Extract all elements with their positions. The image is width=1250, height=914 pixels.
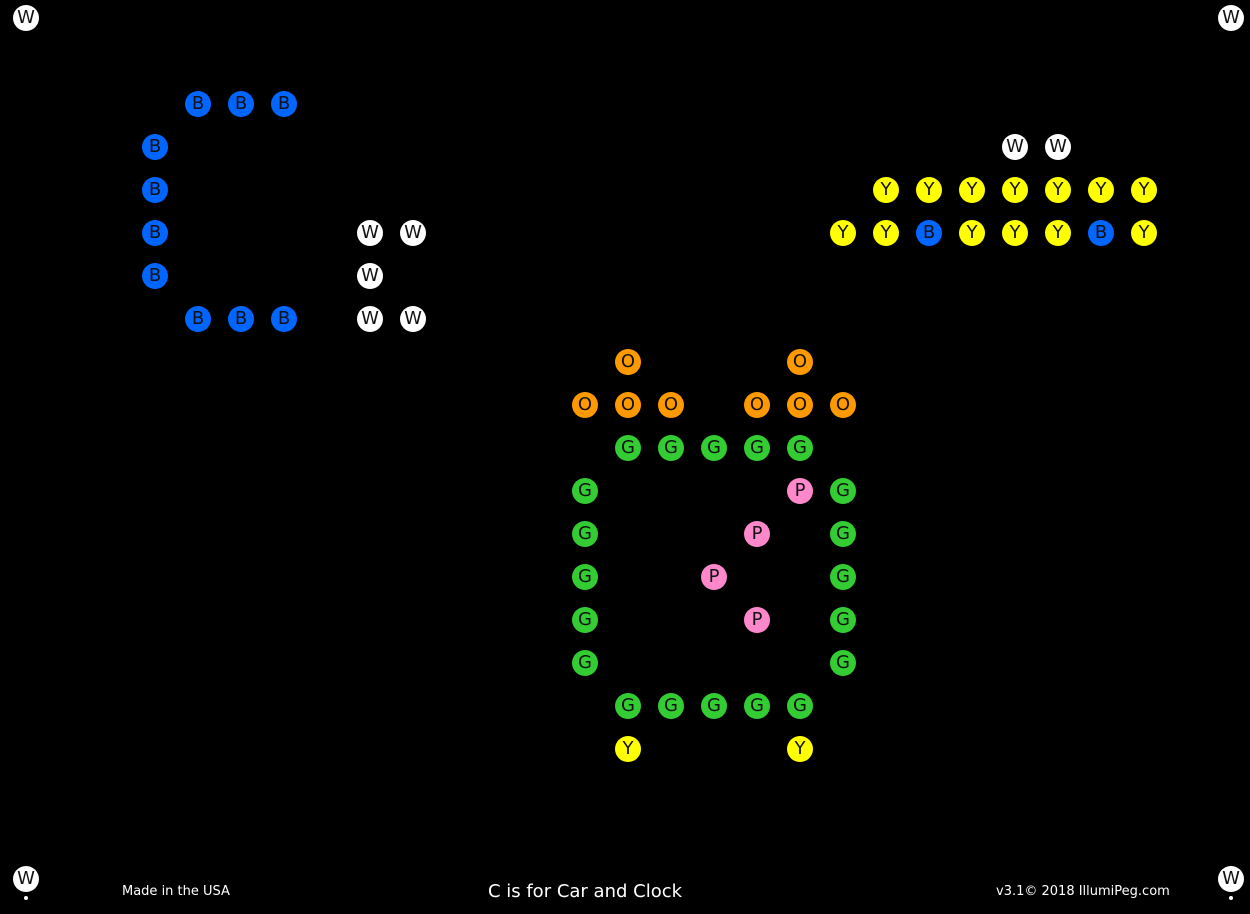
peg-b: B xyxy=(142,263,168,289)
peg-g: G xyxy=(701,435,727,461)
peg-g: G xyxy=(658,435,684,461)
peg-o: O xyxy=(744,392,770,418)
peg-y: Y xyxy=(959,220,985,246)
peg-y: Y xyxy=(1002,177,1028,203)
peg-g: G xyxy=(572,521,598,547)
peg-g: G xyxy=(787,435,813,461)
peg-y: Y xyxy=(873,177,899,203)
peg-y: Y xyxy=(787,736,813,762)
corner-peg: W xyxy=(1218,866,1244,892)
peg-g: G xyxy=(830,521,856,547)
peg-p: P xyxy=(744,521,770,547)
corner-peg: W xyxy=(1218,5,1244,31)
peg-o: O xyxy=(787,392,813,418)
peg-g: G xyxy=(744,693,770,719)
peg-b: B xyxy=(185,306,211,332)
peg-b: B xyxy=(228,91,254,117)
peg-w: W xyxy=(1002,134,1028,160)
peg-b: B xyxy=(142,134,168,160)
copyright-label: v3.1© 2018 IllumiPeg.com xyxy=(996,884,1170,899)
peg-y: Y xyxy=(1088,177,1114,203)
peg-g: G xyxy=(830,607,856,633)
peg-w: W xyxy=(400,220,426,246)
peg-g: G xyxy=(830,650,856,676)
peg-y: Y xyxy=(830,220,856,246)
peg-b: B xyxy=(228,306,254,332)
peg-b: B xyxy=(271,306,297,332)
corner-peg: W xyxy=(13,5,39,31)
made-in-label: Made in the USA xyxy=(122,884,230,899)
peg-y: Y xyxy=(1131,220,1157,246)
mount-hole xyxy=(1229,896,1233,900)
peg-g: G xyxy=(572,650,598,676)
peg-g: G xyxy=(572,478,598,504)
peg-w: W xyxy=(357,220,383,246)
peg-g: G xyxy=(744,435,770,461)
peg-g: G xyxy=(830,564,856,590)
peg-y: Y xyxy=(959,177,985,203)
corner-peg: W xyxy=(13,866,39,892)
peg-b: B xyxy=(142,220,168,246)
peg-o: O xyxy=(615,392,641,418)
peg-o: O xyxy=(830,392,856,418)
peg-o: O xyxy=(615,349,641,375)
peg-g: G xyxy=(572,564,598,590)
peg-b: B xyxy=(271,91,297,117)
peg-y: Y xyxy=(615,736,641,762)
peg-y: Y xyxy=(873,220,899,246)
peg-w: W xyxy=(357,306,383,332)
peg-o: O xyxy=(572,392,598,418)
peg-b: B xyxy=(916,220,942,246)
mount-hole xyxy=(24,896,28,900)
peg-p: P xyxy=(701,564,727,590)
peg-g: G xyxy=(615,693,641,719)
peg-w: W xyxy=(1045,134,1071,160)
peg-g: G xyxy=(787,693,813,719)
peg-b: B xyxy=(185,91,211,117)
peg-g: G xyxy=(615,435,641,461)
peg-y: Y xyxy=(1045,220,1071,246)
peg-y: Y xyxy=(916,177,942,203)
peg-y: Y xyxy=(1131,177,1157,203)
peg-o: O xyxy=(787,349,813,375)
peg-g: G xyxy=(658,693,684,719)
peg-b: B xyxy=(142,177,168,203)
peg-o: O xyxy=(658,392,684,418)
peg-b: B xyxy=(1088,220,1114,246)
peg-y: Y xyxy=(1045,177,1071,203)
peg-g: G xyxy=(572,607,598,633)
peg-g: G xyxy=(830,478,856,504)
pattern-title: C is for Car and Clock xyxy=(487,881,683,902)
peg-w: W xyxy=(400,306,426,332)
peg-y: Y xyxy=(1002,220,1028,246)
peg-w: W xyxy=(357,263,383,289)
peg-g: G xyxy=(701,693,727,719)
peg-p: P xyxy=(787,478,813,504)
peg-p: P xyxy=(744,607,770,633)
